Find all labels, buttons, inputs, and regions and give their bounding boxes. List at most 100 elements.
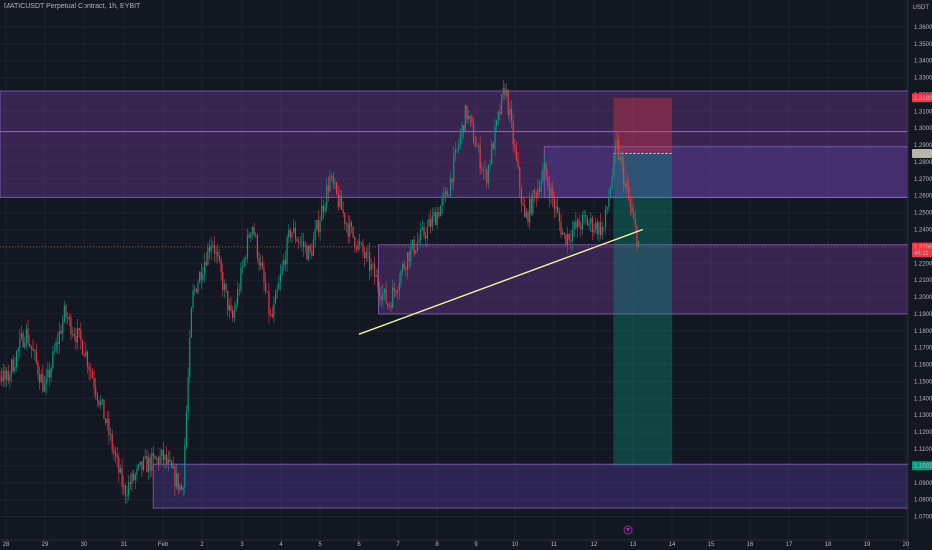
- candle-body: [624, 183, 626, 187]
- candle-body: [502, 88, 504, 95]
- candle-body: [171, 461, 173, 468]
- candle-body: [228, 304, 230, 311]
- candle-body: [340, 195, 343, 210]
- candle-body: [215, 251, 217, 254]
- candle-body: [524, 205, 526, 218]
- candle-body: [525, 212, 527, 218]
- candle-body: [281, 266, 283, 275]
- stop-badge: [912, 93, 932, 103]
- candle-body: [182, 487, 184, 490]
- candle-body: [43, 384, 46, 392]
- price-tick-label: 1.1400: [914, 396, 932, 402]
- zone-box-5[interactable]: [152, 463, 909, 509]
- candle-body: [151, 453, 153, 471]
- candle-body: [9, 374, 11, 381]
- candle-body: [235, 304, 237, 310]
- candle-body: [606, 207, 608, 210]
- candle-body: [382, 292, 384, 301]
- candle-body: [220, 259, 222, 273]
- candle-body: [380, 295, 382, 301]
- event-marker-icon[interactable]: [623, 525, 633, 535]
- candle-body: [268, 291, 270, 315]
- candle-body: [568, 233, 570, 240]
- candle-body: [557, 206, 559, 213]
- candle-body: [27, 328, 29, 344]
- price-tick-label: 1.3500: [914, 42, 932, 48]
- candle-body: [258, 258, 260, 266]
- time-tick-label: 7: [396, 542, 400, 548]
- price-tick-label: 1.1300: [914, 413, 932, 419]
- candle-body: [238, 289, 240, 291]
- candle-body: [383, 288, 386, 293]
- candle-body: [131, 473, 133, 485]
- candle-body: [4, 370, 6, 380]
- candle-body: [337, 193, 339, 208]
- candle-body: [301, 241, 303, 243]
- candle-body: [157, 457, 159, 465]
- candle-body: [152, 453, 155, 456]
- candle-body: [237, 289, 239, 305]
- candle-body: [578, 219, 580, 227]
- price-tick-label: 1.3400: [914, 59, 932, 65]
- candle-body: [520, 188, 522, 204]
- candle-body: [243, 258, 245, 267]
- candle-body: [367, 251, 369, 253]
- candle-body: [248, 235, 250, 238]
- candle-body: [149, 457, 151, 471]
- candle-body: [613, 154, 615, 177]
- candle-body: [0, 375, 1, 378]
- candle-body: [631, 206, 633, 213]
- candle-body: [200, 272, 202, 281]
- candle-body: [406, 252, 409, 270]
- candle-body: [25, 328, 27, 343]
- candle-body: [362, 243, 364, 253]
- candle-body: [189, 337, 191, 378]
- candle-body: [390, 305, 392, 309]
- price-axis[interactable]: [908, 0, 932, 550]
- candle-body: [159, 456, 161, 465]
- candle-body: [604, 209, 607, 228]
- stop-loss-zone[interactable]: [613, 97, 673, 154]
- candle-body: [486, 170, 488, 184]
- candle-body: [83, 354, 85, 357]
- candle-body: [192, 290, 194, 308]
- candle-body: [372, 264, 374, 265]
- candle-body: [32, 348, 34, 351]
- candle-body: [446, 191, 448, 197]
- candle-body: [306, 245, 308, 260]
- candle-body: [398, 283, 400, 291]
- candle-body: [322, 205, 324, 212]
- candle-body: [438, 211, 440, 217]
- candle-body: [263, 268, 265, 283]
- candle-body: [595, 222, 597, 231]
- candle-body: [273, 303, 275, 317]
- candle-body: [408, 252, 410, 262]
- candle-body: [217, 251, 219, 256]
- candle-body: [47, 369, 49, 378]
- candle-body: [433, 212, 435, 216]
- candle-body: [35, 350, 37, 363]
- candle-body: [369, 252, 371, 271]
- candle-body: [293, 227, 295, 233]
- candle-body: [476, 146, 478, 148]
- candle-body: [534, 190, 536, 193]
- zone-box-4[interactable]: [378, 244, 909, 315]
- candle-body: [50, 368, 52, 378]
- candle-body: [283, 259, 285, 267]
- zone-box-1[interactable]: [0, 90, 909, 133]
- time-tick-label: 19: [864, 542, 871, 548]
- candle-body: [270, 314, 272, 315]
- target-badge-text: 1.1001: [914, 464, 932, 470]
- take-profit-zone[interactable]: [613, 153, 673, 466]
- time-tick-label: 16: [747, 542, 754, 548]
- trendline[interactable]: [358, 228, 643, 335]
- candle-body: [20, 333, 23, 338]
- candle-body: [85, 351, 87, 357]
- candle-body: [289, 230, 291, 238]
- price-tick-label: 1.2800: [914, 160, 932, 166]
- candle-body: [402, 264, 404, 272]
- zone-box-3[interactable]: [543, 146, 909, 198]
- candle-body: [205, 262, 207, 266]
- candle-body: [24, 342, 26, 347]
